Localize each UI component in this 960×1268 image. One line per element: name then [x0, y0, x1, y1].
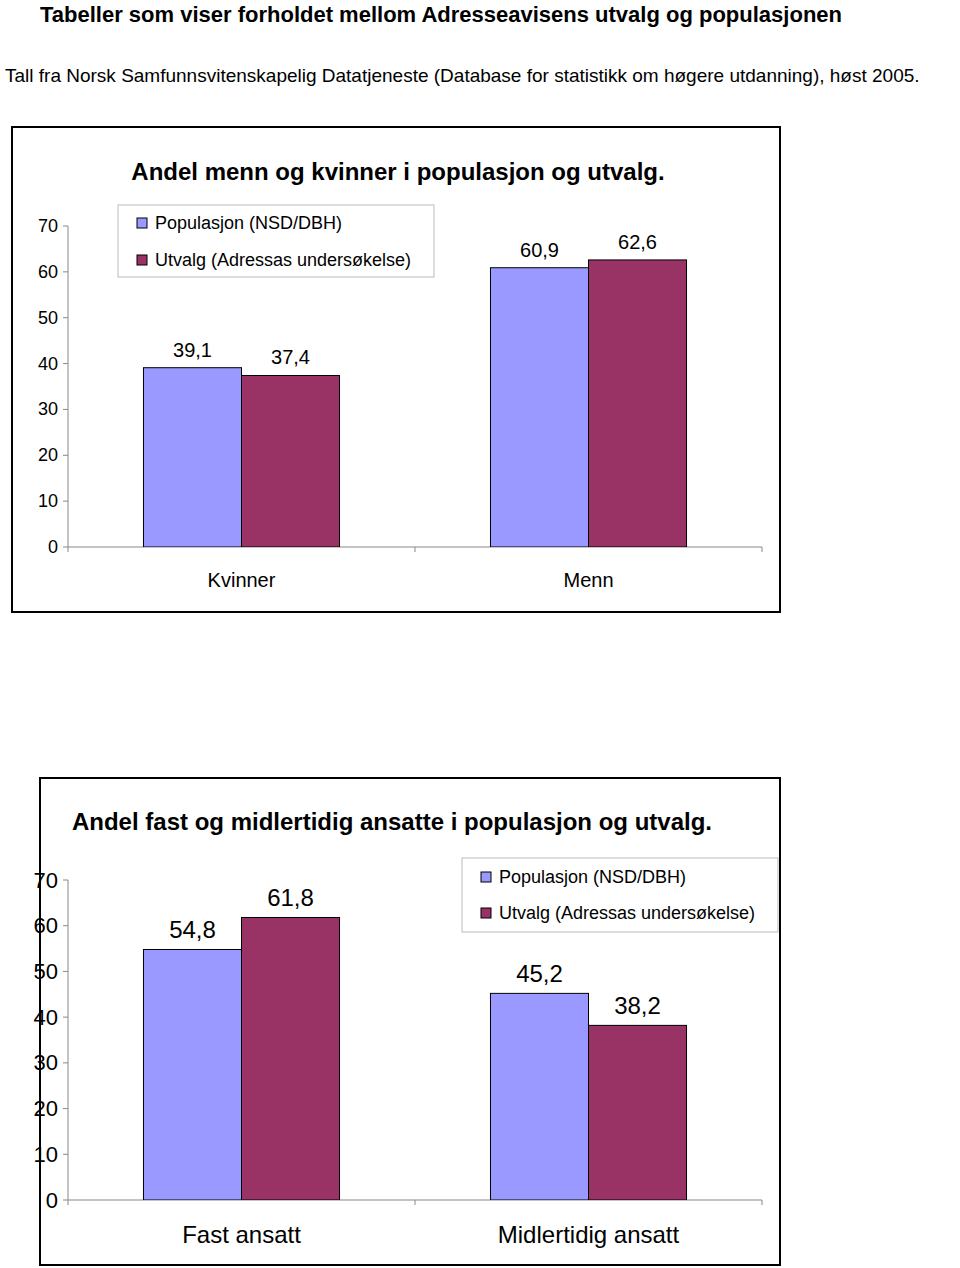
x-tick: [762, 1200, 763, 1205]
bars: [143, 260, 686, 547]
legend-label: Populasjon (NSD/DBH): [499, 867, 686, 887]
y-axis: [68, 880, 69, 1200]
legend-box: [118, 205, 434, 277]
legend-label: Populasjon (NSD/DBH): [155, 213, 342, 233]
x-tick: [68, 1200, 69, 1205]
y-tick-label: 20: [34, 1096, 58, 1121]
y-tick: [63, 317, 68, 318]
y-tick-label: 40: [38, 354, 58, 374]
y-tick-label: 50: [34, 959, 58, 984]
legend-swatch: [137, 255, 147, 265]
y-tick: [63, 925, 68, 926]
bars: [143, 917, 686, 1200]
y-tick-label: 0: [48, 537, 58, 557]
legend: Populasjon (NSD/DBH) Utvalg (Adressas und…: [462, 858, 778, 932]
bar: [589, 1025, 687, 1200]
chart: Andel menn og kvinner i populasjon og ut…: [12, 127, 780, 612]
chart: Andel fast og midlertidig ansatte i popu…: [34, 778, 780, 1265]
legend: Populasjon (NSD/DBH) Utvalg (Adressas und…: [118, 205, 434, 277]
y-tick: [63, 271, 68, 272]
y-tick-label: 60: [34, 913, 58, 938]
x-tick-label: Menn: [563, 569, 613, 591]
y-tick: [63, 1200, 68, 1201]
x-tick: [762, 547, 763, 552]
data-label: 61,8: [267, 884, 314, 911]
y-axis: [68, 226, 69, 547]
y-tick: [63, 1062, 68, 1063]
bar: [242, 917, 340, 1200]
chart-title: Andel menn og kvinner i populasjon og ut…: [131, 158, 664, 185]
y-tick-label: 20: [38, 445, 58, 465]
x-tick-label: Kvinner: [208, 569, 276, 591]
y-tick: [63, 409, 68, 410]
y-tick: [63, 226, 68, 227]
x-tick-label: Fast ansatt: [182, 1221, 301, 1248]
legend-swatch: [137, 218, 147, 228]
y-tick-label: 70: [34, 868, 58, 893]
y-tick: [63, 880, 68, 881]
chart-title: Andel fast og midlertidig ansatte i popu…: [72, 808, 712, 835]
data-label: 38,2: [614, 992, 661, 1019]
y-tick: [63, 363, 68, 364]
y-tick: [63, 547, 68, 548]
y-tick: [63, 1017, 68, 1018]
x-tick: [68, 547, 69, 552]
y-tick-label: 0: [46, 1188, 58, 1213]
legend-label: Utvalg (Adressas undersøkelse): [499, 903, 755, 923]
bar: [589, 260, 687, 547]
y-tick: [63, 971, 68, 972]
page-subtitle: Tall fra Norsk Samfunnsvitenskapelig Dat…: [5, 62, 955, 90]
charts: Andel menn og kvinner i populasjon og ut…: [0, 0, 960, 1268]
legend-swatch: [481, 872, 491, 882]
bar: [490, 268, 588, 547]
y-tick: [63, 1108, 68, 1109]
chart-frame: [40, 778, 780, 1265]
chart-frame: [12, 127, 780, 612]
bar: [143, 949, 241, 1200]
y-tick-label: 40: [34, 1005, 58, 1030]
y-tick-label: 30: [34, 1050, 58, 1075]
x-tick: [415, 1200, 416, 1205]
y-tick-label: 70: [38, 216, 58, 236]
data-label: 54,8: [169, 916, 216, 943]
legend-box: [462, 858, 778, 932]
y-tick-label: 60: [38, 262, 58, 282]
y-tick-label: 50: [38, 308, 58, 328]
x-tick: [415, 547, 416, 552]
y-tick: [63, 501, 68, 502]
bar: [490, 993, 588, 1200]
data-label: 39,1: [173, 339, 212, 361]
bar: [143, 368, 241, 547]
legend-label: Utvalg (Adressas undersøkelse): [155, 250, 411, 270]
y-tick-label: 30: [38, 399, 58, 419]
x-tick-label: Midlertidig ansatt: [498, 1221, 680, 1248]
y-tick-label: 10: [34, 1142, 58, 1167]
y-tick: [63, 455, 68, 456]
data-label: 45,2: [516, 960, 563, 987]
y-tick: [63, 1154, 68, 1155]
data-label: 62,6: [618, 231, 657, 253]
page-title: Tabeller som viser forholdet mellom Adre…: [40, 2, 842, 28]
data-label: 37,4: [271, 346, 310, 368]
legend-swatch: [481, 908, 491, 918]
y-tick-label: 10: [38, 491, 58, 511]
bar: [242, 375, 340, 547]
data-label: 60,9: [520, 239, 559, 261]
